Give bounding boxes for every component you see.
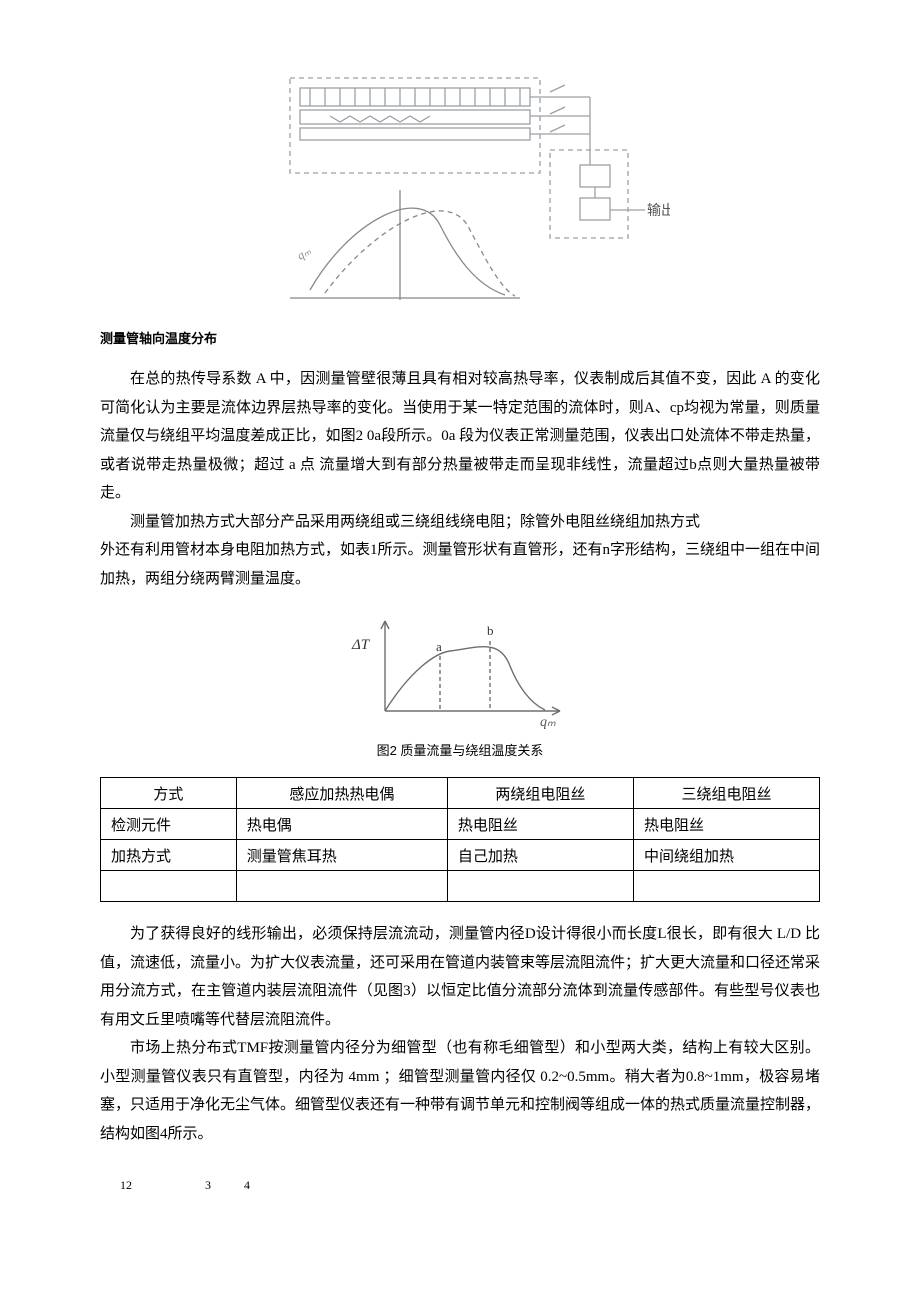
table-cell: 三绕组电阻丝 bbox=[633, 778, 819, 809]
footer-num: 4 bbox=[244, 1178, 250, 1193]
figure-1-output-label: 输出 bbox=[647, 203, 670, 219]
paragraph-3: 外还有利用管材本身电阻加热方式，如表1所示。测量管形状有直管形，还有n字形结构，… bbox=[100, 536, 820, 593]
figure-2: ΔT qₘ a b 图2 质量流量与绕组温度关系 bbox=[100, 611, 820, 759]
figure-2-caption: 图2 质量流量与绕组温度关系 bbox=[100, 740, 820, 759]
figure-2-xlabel: qₘ bbox=[540, 715, 556, 730]
figure-2-point-b: b bbox=[487, 623, 494, 638]
table-cell bbox=[101, 871, 237, 902]
table-cell: 热电偶 bbox=[236, 809, 447, 840]
table-cell: 感应加热热电偶 bbox=[236, 778, 447, 809]
figure-1: 输出 qₘ bbox=[100, 70, 820, 310]
footer-num: 3 bbox=[205, 1178, 211, 1193]
figure-2-point-a: a bbox=[436, 639, 442, 654]
figure-1-qm-label: qₘ bbox=[295, 243, 314, 262]
table-cell: 方式 bbox=[101, 778, 237, 809]
table-row bbox=[101, 871, 820, 902]
table-cell bbox=[236, 871, 447, 902]
table-cell: 热电阻丝 bbox=[633, 809, 819, 840]
table-cell: 自己加热 bbox=[447, 840, 633, 871]
paragraph-1: 在总的热传导系数 A 中，因测量管壁很薄且具有相对较高热导率，仪表制成后其值不变… bbox=[100, 365, 820, 508]
table-1: 方式 感应加热热电偶 两绕组电阻丝 三绕组电阻丝 检测元件 热电偶 热电阻丝 热… bbox=[100, 777, 820, 902]
table-cell: 加热方式 bbox=[101, 840, 237, 871]
footer-num: 12 bbox=[120, 1178, 132, 1193]
table-cell: 中间绕组加热 bbox=[633, 840, 819, 871]
paragraph-4: 为了获得良好的线形输出，必须保持层流流动，测量管内径D设计得很小而长度L很长，即… bbox=[100, 920, 820, 1034]
table-row: 加热方式 测量管焦耳热 自己加热 中间绕组加热 bbox=[101, 840, 820, 871]
paragraph-2: 测量管加热方式大部分产品采用两绕组或三绕组线绕电阻；除管外电阻丝绕组加热方式 bbox=[100, 508, 820, 537]
table-row: 检测元件 热电偶 热电阻丝 热电阻丝 bbox=[101, 809, 820, 840]
footer-numbers: 12 3 4 bbox=[100, 1178, 820, 1193]
table-cell: 测量管焦耳热 bbox=[236, 840, 447, 871]
table-cell bbox=[633, 871, 819, 902]
table-cell: 检测元件 bbox=[101, 809, 237, 840]
table-cell: 热电阻丝 bbox=[447, 809, 633, 840]
axial-temp-heading: 测量管轴向温度分布 bbox=[100, 328, 820, 347]
figure-1-svg: 输出 qₘ bbox=[250, 70, 670, 305]
table-row: 方式 感应加热热电偶 两绕组电阻丝 三绕组电阻丝 bbox=[101, 778, 820, 809]
table-cell: 两绕组电阻丝 bbox=[447, 778, 633, 809]
figure-2-svg: ΔT qₘ a b bbox=[340, 611, 580, 731]
paragraph-5: 市场上热分布式TMF按测量管内径分为细管型（也有称毛细管型）和小型两大类，结构上… bbox=[100, 1034, 820, 1148]
page-container: 输出 qₘ 测量管轴向温度分布 在总的热传导系数 A 中，因测量管壁很薄且具有相… bbox=[0, 0, 920, 1253]
table-cell bbox=[447, 871, 633, 902]
figure-2-ylabel: ΔT bbox=[351, 637, 371, 653]
